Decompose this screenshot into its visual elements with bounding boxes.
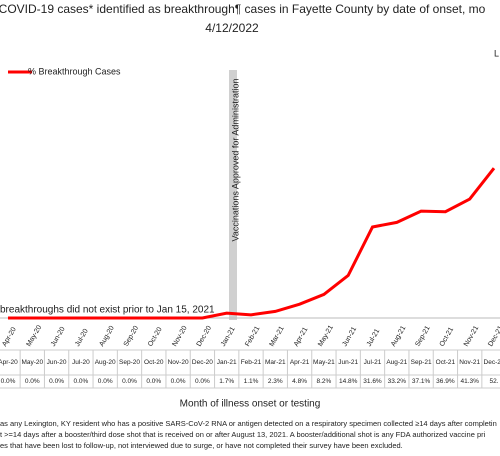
- table-value: 0.0%: [49, 378, 64, 385]
- table-value: 0.0%: [146, 378, 161, 385]
- chart-title: t of COVID-19 cases* identified as break…: [0, 2, 486, 16]
- x-tick-label: Dec-21: [487, 325, 500, 348]
- table-category: Nov-21: [459, 359, 480, 366]
- x-tick-label: Sep-20: [123, 325, 140, 348]
- x-tick-label: Aug-21: [390, 325, 407, 348]
- band-label: Vaccinations Approved for Administration: [230, 79, 240, 242]
- table-value: 36.9%: [436, 378, 455, 385]
- table-category: Aug-21: [386, 359, 407, 366]
- table-category: Feb-21: [241, 359, 262, 366]
- table-value: 0.0%: [25, 378, 40, 385]
- x-tick-label: Oct-21: [439, 326, 456, 348]
- x-tick-label: Jul-20: [74, 328, 90, 348]
- table-category: Sep-20: [119, 359, 140, 366]
- table-category: Nov-20: [168, 359, 189, 366]
- x-tick-label: Aug-20: [98, 325, 115, 348]
- table-value: 14.8%: [339, 378, 358, 385]
- table-category: May-21: [313, 359, 335, 366]
- table-category: Sep-21: [411, 359, 432, 366]
- table-category: May-20: [21, 359, 43, 366]
- table-category: Apr-21: [290, 359, 310, 366]
- table-value: 0.0%: [1, 378, 16, 385]
- table-value: 2.3%: [268, 378, 283, 385]
- table-category: Apr-20: [0, 359, 18, 366]
- table-category: Oct-20: [144, 359, 164, 366]
- x-axis-title: Month of illness onset or testing: [180, 399, 321, 410]
- table-value: 0.0%: [122, 378, 137, 385]
- x-tick-label: Oct-20: [147, 326, 164, 348]
- footnote: es that have been lost to follow-up, not…: [0, 441, 403, 450]
- table-value: 8.2%: [316, 378, 331, 385]
- annotation: breakthroughs did not exist prior to Jan…: [0, 305, 215, 316]
- table-value: 31.6%: [363, 378, 382, 385]
- legend-label: % Breakthrough Cases: [28, 66, 121, 76]
- table-category: Oct-21: [436, 359, 456, 366]
- x-tick-label: May-21: [317, 324, 335, 348]
- x-tick-label: Jul-21: [366, 328, 382, 348]
- footnote: as any Lexington, KY resident who has a …: [0, 419, 497, 428]
- x-tick-label: Sep-21: [414, 325, 431, 348]
- table-value: 37.1%: [412, 378, 431, 385]
- footnote: t >=14 days after a booster/third dose s…: [0, 430, 486, 439]
- table-category: Dec-21: [484, 359, 500, 366]
- table-category: Mar-21: [265, 359, 286, 366]
- x-tick-label: Jan-21: [220, 326, 237, 348]
- vaccination-band: [229, 70, 237, 320]
- chart-subtitle: 4/12/2022: [205, 21, 259, 35]
- table-category: Jan-21: [217, 359, 237, 366]
- table-value: 33.2%: [388, 378, 407, 385]
- table-category: Dec-20: [192, 359, 213, 366]
- table-category: Aug-20: [95, 359, 116, 366]
- x-tick-label: Nov-21: [463, 325, 480, 348]
- table-value: 1.1%: [244, 378, 259, 385]
- x-tick-label: Apr-21: [293, 326, 310, 348]
- table-value: 0.0%: [73, 378, 88, 385]
- corner-text: L: [494, 48, 499, 58]
- table-value: 4.8%: [292, 378, 307, 385]
- x-tick-label: Nov-20: [171, 325, 188, 348]
- x-tick-label: Jun-20: [50, 326, 67, 348]
- x-tick-label: Apr-20: [1, 326, 18, 348]
- table-category: Jun-21: [338, 359, 358, 366]
- table-value: 1.7%: [219, 378, 234, 385]
- x-tick-label: May-20: [26, 324, 44, 348]
- table-category: Jun-20: [47, 359, 67, 366]
- table-value: 0.0%: [171, 378, 186, 385]
- table-value: 41.3%: [460, 378, 479, 385]
- table-value: 0.0%: [98, 378, 113, 385]
- x-tick-label: Jun-21: [341, 326, 358, 348]
- table-value: 0.0%: [195, 378, 210, 385]
- x-tick-label: Dec-20: [196, 325, 213, 348]
- table-value: 52.: [489, 378, 498, 385]
- table-category: Jul-20: [72, 359, 90, 366]
- series-line: [8, 167, 496, 320]
- table-category: Jul-21: [364, 359, 382, 366]
- x-tick-label: Mar-21: [269, 325, 286, 348]
- x-tick-label: Feb-21: [244, 325, 261, 348]
